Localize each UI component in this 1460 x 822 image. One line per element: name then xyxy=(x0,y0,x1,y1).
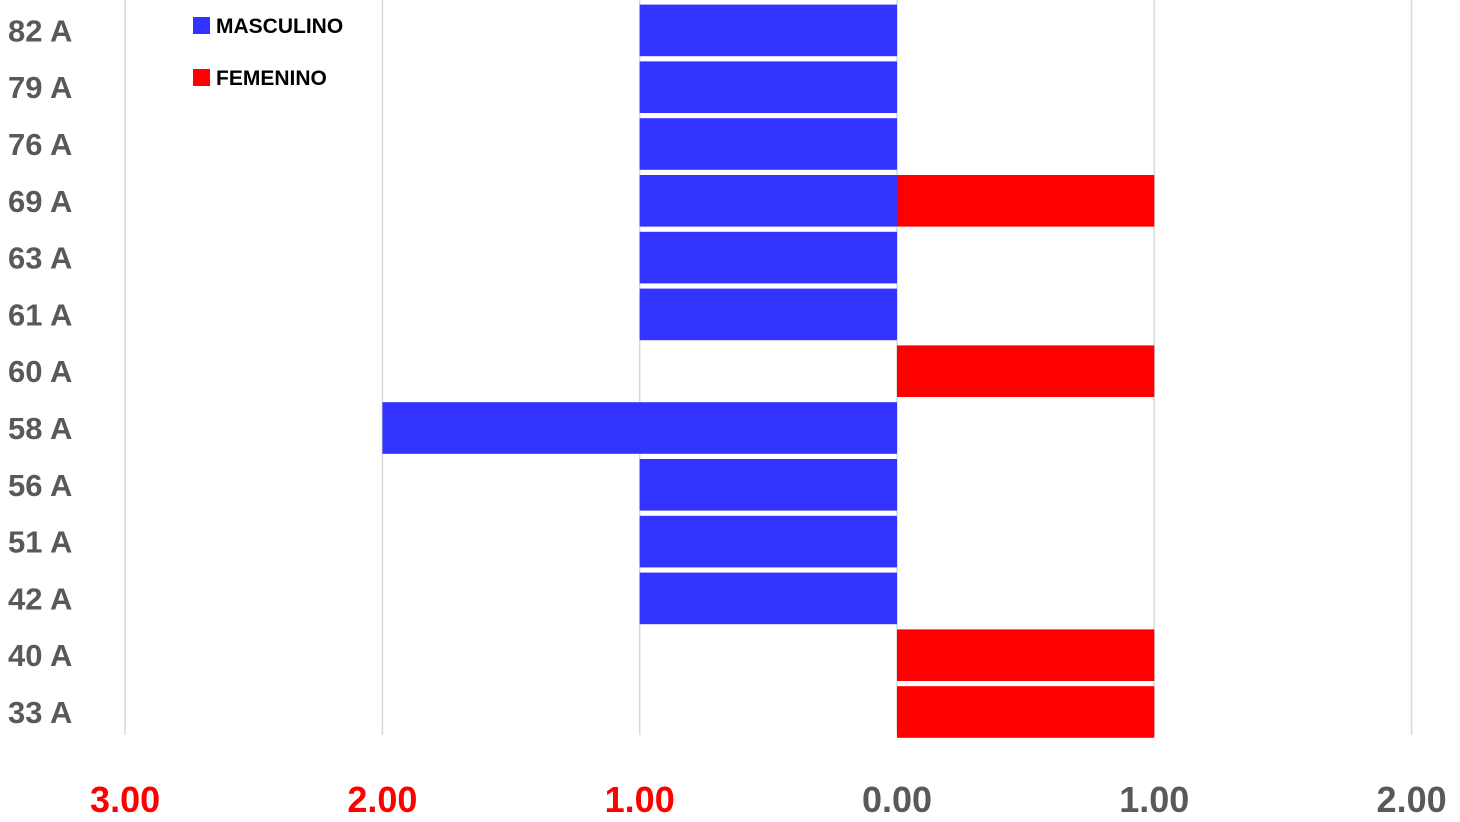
y-tick-label: 63 A xyxy=(8,241,72,276)
y-tick-label: 33 A xyxy=(8,695,72,730)
bars xyxy=(382,4,1155,738)
bar-masculino-79-a xyxy=(639,61,897,113)
legend-label-masculino: MASCULINO xyxy=(216,15,343,38)
x-tick-label: 1.00 xyxy=(605,779,675,820)
bar-masculino-58-a xyxy=(382,402,897,454)
y-tick-label: 69 A xyxy=(8,184,72,219)
bar-masculino-61-a xyxy=(639,288,897,341)
legend: MASCULINO FEMENINO xyxy=(193,15,343,90)
y-tick-label: 40 A xyxy=(8,638,72,673)
x-tick-label: 1.00 xyxy=(1119,779,1189,820)
bar-masculino-51-a xyxy=(639,515,897,568)
bar-masculino-76-a xyxy=(639,118,897,170)
legend-swatch-femenino xyxy=(193,69,210,86)
bar-femenino-40-a xyxy=(897,629,1155,681)
y-tick-label: 58 A xyxy=(8,411,72,446)
y-tick-label: 76 A xyxy=(8,127,72,162)
x-tick-label: 3.00 xyxy=(90,779,160,820)
bar-femenino-60-a xyxy=(897,345,1155,397)
y-tick-label: 79 A xyxy=(8,70,72,105)
bar-masculino-63-a xyxy=(639,231,897,284)
legend-swatch-masculino xyxy=(193,17,210,34)
y-tick-label: 82 A xyxy=(8,13,72,48)
y-tick-label: 56 A xyxy=(8,468,72,503)
x-tick-label: 0.00 xyxy=(862,779,932,820)
legend-label-femenino: FEMENINO xyxy=(216,67,327,90)
y-tick-label: 60 A xyxy=(8,354,72,389)
bar-femenino-69-a xyxy=(897,175,1155,227)
x-tick-label: 2.00 xyxy=(347,779,417,820)
y-tick-label: 61 A xyxy=(8,297,72,332)
bar-masculino-56-a xyxy=(639,459,897,511)
bar-masculino-42-a xyxy=(639,572,897,625)
bar-femenino-33-a xyxy=(897,686,1155,738)
x-tick-label: 2.00 xyxy=(1377,779,1447,820)
y-axis-tick-labels: 82 A 79 A 76 A 69 A 63 A 61 A 60 A 58 A 56 A 51 A… xyxy=(8,13,72,730)
y-tick-label: 51 A xyxy=(8,525,72,560)
bar-masculino-82-a xyxy=(639,4,897,57)
bar-masculino-69-a xyxy=(639,175,897,227)
y-tick-label: 42 A xyxy=(8,581,72,616)
x-axis-tick-labels: 3.00 2.00 1.00 0.00 1.00 2.00 xyxy=(90,779,1447,820)
